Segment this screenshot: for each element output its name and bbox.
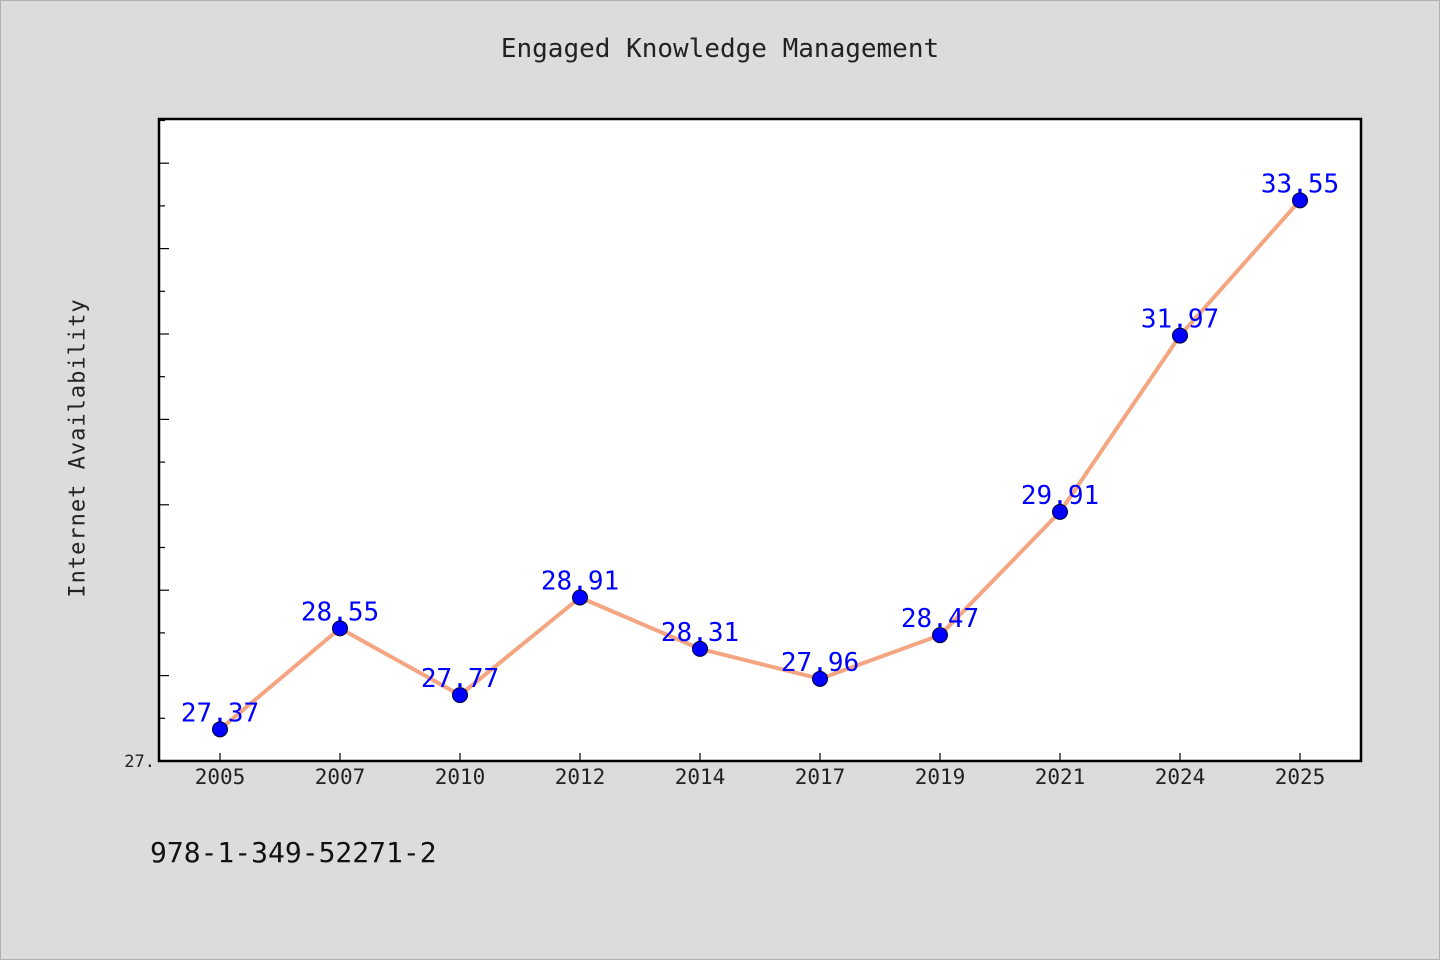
data-label: 29.91 <box>1021 481 1099 511</box>
data-label: 27.77 <box>421 664 499 694</box>
data-point <box>1052 503 1068 520</box>
x-tick-label: 2021 <box>1035 765 1086 789</box>
data-point <box>812 670 828 687</box>
y-tick-label: 27. <box>124 752 155 772</box>
x-tick-label: 2012 <box>555 765 606 789</box>
data-label: 28.47 <box>901 604 979 634</box>
data-label: 31.97 <box>1141 305 1219 335</box>
data-label: 27.96 <box>781 648 859 678</box>
data-label: 28.31 <box>661 618 739 648</box>
data-point <box>1292 192 1308 209</box>
data-label: 27.37 <box>181 698 259 728</box>
plot-area <box>157 117 1363 763</box>
x-tick-label: 2025 <box>1275 765 1326 789</box>
data-point <box>452 687 468 704</box>
x-tick-label: 2010 <box>435 765 486 789</box>
y-axis-ticks: 27. <box>124 119 169 772</box>
x-tick-label: 2014 <box>675 765 726 789</box>
data-label: 33.55 <box>1261 169 1339 199</box>
chart-title: Engaged Knowledge Management <box>500 34 940 64</box>
series-group: 27.37 28.55 27.77 28.91 28.31 27.96 28.47 29.91… <box>181 169 1339 738</box>
data-point <box>332 620 348 637</box>
data-point <box>1172 327 1188 344</box>
data-point <box>932 627 948 644</box>
data-point <box>692 640 708 657</box>
x-tick-label: 2007 <box>315 765 366 789</box>
data-point <box>212 721 228 738</box>
data-point <box>572 589 588 606</box>
data-label: 28.55 <box>301 597 379 627</box>
x-tick-label: 2024 <box>1155 765 1206 789</box>
x-tick-label: 2019 <box>915 765 966 789</box>
data-label: 28.91 <box>541 567 619 597</box>
x-tick-label: 2017 <box>795 765 846 789</box>
x-axis-ticks: 2005 2007 2010 2012 2014 2017 2019 2021 2024 2025 <box>195 753 1326 789</box>
footer-code: 978-1-349-52271-2 <box>150 836 437 869</box>
series-line <box>218 198 1302 731</box>
x-tick-label: 2005 <box>195 765 246 789</box>
